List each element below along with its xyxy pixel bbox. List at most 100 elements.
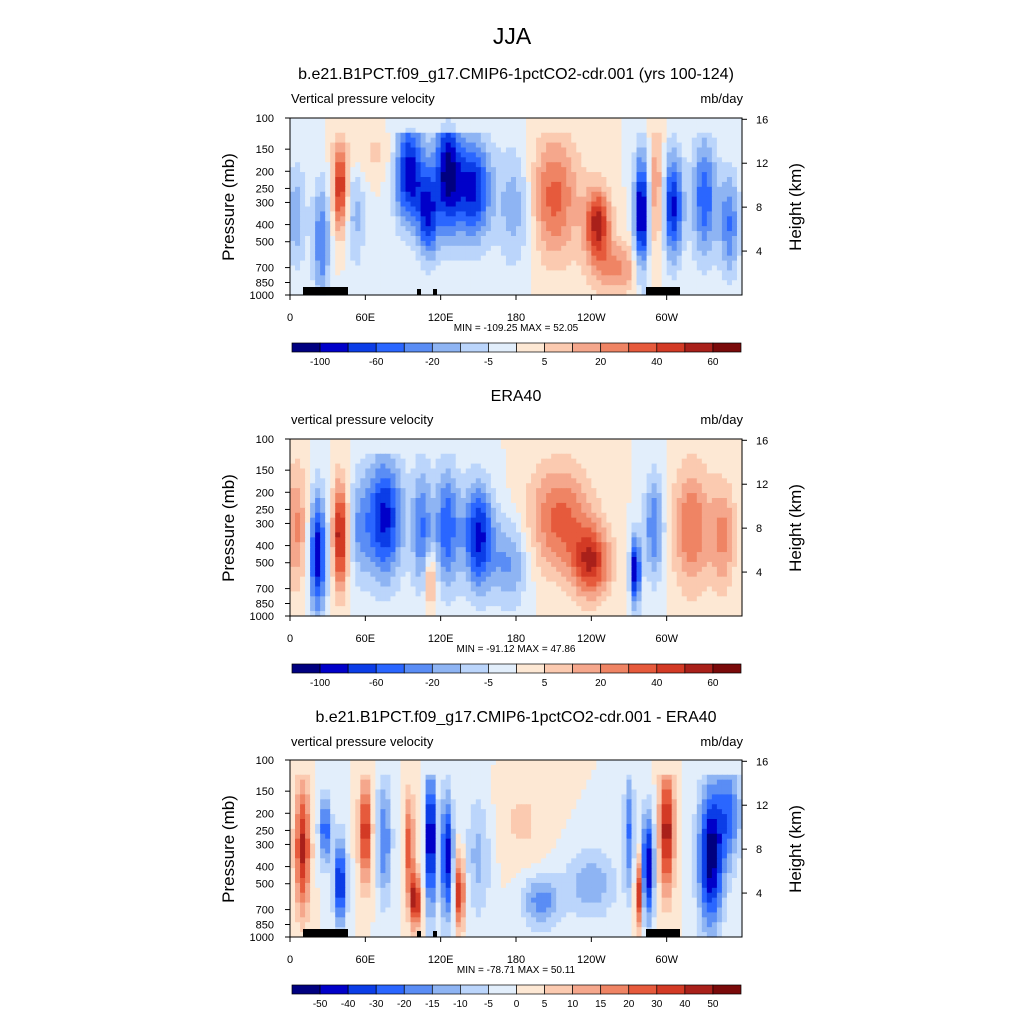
contour-cell: [345, 231, 351, 237]
contour-cell: [686, 245, 693, 252]
contour-cell: [450, 517, 457, 524]
contour-cell: [651, 439, 658, 445]
contour-cell: [385, 275, 392, 281]
contour-cell: [641, 162, 648, 168]
contour-cell: [500, 458, 507, 465]
contour-cell: [721, 507, 728, 514]
contour-cell: [495, 512, 502, 519]
contour-cell: [365, 473, 371, 479]
contour-cell: [470, 275, 477, 281]
contour-cell: [691, 127, 698, 134]
contour-cell: [621, 245, 628, 252]
contour-cell: [405, 172, 412, 178]
contour-cell: [475, 458, 482, 465]
contour-cell: [556, 265, 562, 272]
contour-cell: [435, 290, 442, 296]
contour-cell: [425, 265, 432, 272]
contour-cell: [460, 181, 467, 188]
contour-cell: [305, 122, 311, 129]
contour-cell: [616, 285, 623, 291]
contour-cell: [591, 502, 597, 509]
contour-cell: [465, 453, 472, 460]
contour-cell: [681, 493, 688, 499]
contour-cell: [726, 132, 733, 139]
contour-cell: [430, 191, 437, 198]
contour-cell: [726, 507, 733, 514]
contour-cell: [480, 186, 487, 193]
contour-cell: [631, 478, 638, 484]
contour-cell: [541, 152, 547, 158]
contour-cell: [385, 255, 392, 262]
contour-cell: [731, 439, 738, 445]
contour-cell: [531, 439, 537, 445]
contour-cell: [375, 498, 381, 504]
contour-cell: [661, 468, 668, 475]
contour-cell: [536, 458, 542, 465]
contour-cell: [646, 162, 653, 168]
contour-cell: [460, 245, 467, 252]
contour-cell: [435, 448, 442, 455]
contour-cell: [546, 512, 552, 519]
contour-cell: [666, 221, 673, 227]
contour-cell: [601, 191, 607, 198]
contour-cell: [465, 162, 472, 168]
contour-cell: [561, 458, 567, 465]
contour-cell: [420, 250, 427, 257]
contour-cell: [621, 181, 628, 188]
contour-cell: [375, 502, 381, 509]
contour-cell: [706, 127, 713, 134]
contour-cell: [365, 488, 371, 494]
contour-cell: [405, 137, 412, 144]
contour-cell: [335, 122, 341, 129]
contour-cell: [531, 152, 537, 158]
contour-cell: [536, 507, 542, 514]
contour-cell: [380, 468, 387, 475]
contour-cell: [295, 285, 301, 291]
contour-cell: [430, 478, 437, 484]
contour-cell: [425, 196, 432, 203]
contour-cell: [510, 443, 517, 450]
contour-cell: [480, 280, 487, 286]
contour-cell: [415, 507, 422, 514]
contour-cell: [350, 478, 356, 484]
contour-cell: [646, 498, 653, 504]
contour-cell: [355, 522, 361, 529]
contour-cell: [340, 191, 346, 198]
contour-cell: [430, 201, 437, 208]
contour-cell: [566, 473, 572, 479]
contour-cell: [721, 270, 728, 276]
contour-cell: [621, 211, 628, 217]
contour-cell: [736, 211, 743, 217]
contour-cell: [521, 157, 527, 163]
contour-cell: [400, 231, 407, 237]
contour-cell: [400, 191, 407, 198]
contour-cell: [546, 453, 552, 460]
contour-cell: [480, 162, 487, 168]
contour-cell: [646, 493, 653, 499]
contour-cell: [505, 191, 512, 198]
contour-cell: [521, 181, 527, 188]
contour-cell: [390, 265, 397, 272]
contour-cell: [435, 127, 442, 134]
contour-cell: [521, 152, 527, 158]
contour-cell: [561, 478, 567, 484]
contour-cell: [711, 118, 718, 124]
contour-cell: [646, 507, 653, 514]
contour-cell: [616, 127, 623, 134]
contour-cell: [626, 517, 633, 524]
contour-cell: [556, 186, 562, 193]
contour-cell: [365, 522, 371, 529]
contour-cell: [460, 502, 467, 509]
contour-cell: [731, 275, 738, 281]
contour-cell: [370, 122, 376, 129]
contour-cell: [395, 463, 402, 470]
contour-cell: [571, 502, 577, 509]
contour-cell: [405, 221, 412, 227]
contour-cell: [350, 142, 356, 149]
contour-cell: [395, 468, 402, 475]
contour-cell: [350, 517, 356, 524]
contour-cell: [656, 147, 663, 154]
contour-cell: [581, 290, 587, 296]
contour-cell: [536, 152, 542, 158]
contour-cell: [335, 177, 341, 183]
